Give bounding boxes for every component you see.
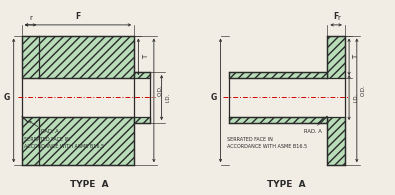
Text: T: T — [354, 55, 359, 59]
Polygon shape — [229, 72, 327, 78]
Polygon shape — [327, 117, 345, 165]
Text: RAD. A: RAD. A — [304, 129, 322, 134]
Polygon shape — [134, 72, 150, 78]
Text: SERRATED FACE IN
ACCORDANCE WITH ASME B16.5: SERRATED FACE IN ACCORDANCE WITH ASME B1… — [24, 137, 104, 149]
Text: F: F — [333, 12, 339, 21]
Text: TYPE  A: TYPE A — [267, 180, 306, 190]
Text: T: T — [143, 55, 149, 59]
Text: O.D.: O.D. — [158, 84, 163, 96]
Text: I.D.: I.D. — [166, 93, 171, 102]
Polygon shape — [327, 35, 345, 78]
Text: r: r — [29, 15, 32, 21]
Polygon shape — [229, 117, 327, 123]
Text: G: G — [4, 93, 10, 102]
Text: TYPE  A: TYPE A — [70, 180, 109, 190]
Text: O.D.: O.D. — [361, 84, 366, 96]
Polygon shape — [22, 117, 134, 165]
Polygon shape — [134, 117, 150, 123]
Text: SERRATED FACE IN
ACCORDANCE WITH ASME B16.5: SERRATED FACE IN ACCORDANCE WITH ASME B1… — [227, 137, 307, 149]
Text: r: r — [337, 15, 340, 21]
Text: I.D.: I.D. — [354, 93, 358, 102]
Text: RAD. A: RAD. A — [41, 129, 59, 134]
Text: F: F — [75, 12, 81, 21]
Text: G: G — [211, 93, 217, 102]
Polygon shape — [22, 35, 134, 78]
